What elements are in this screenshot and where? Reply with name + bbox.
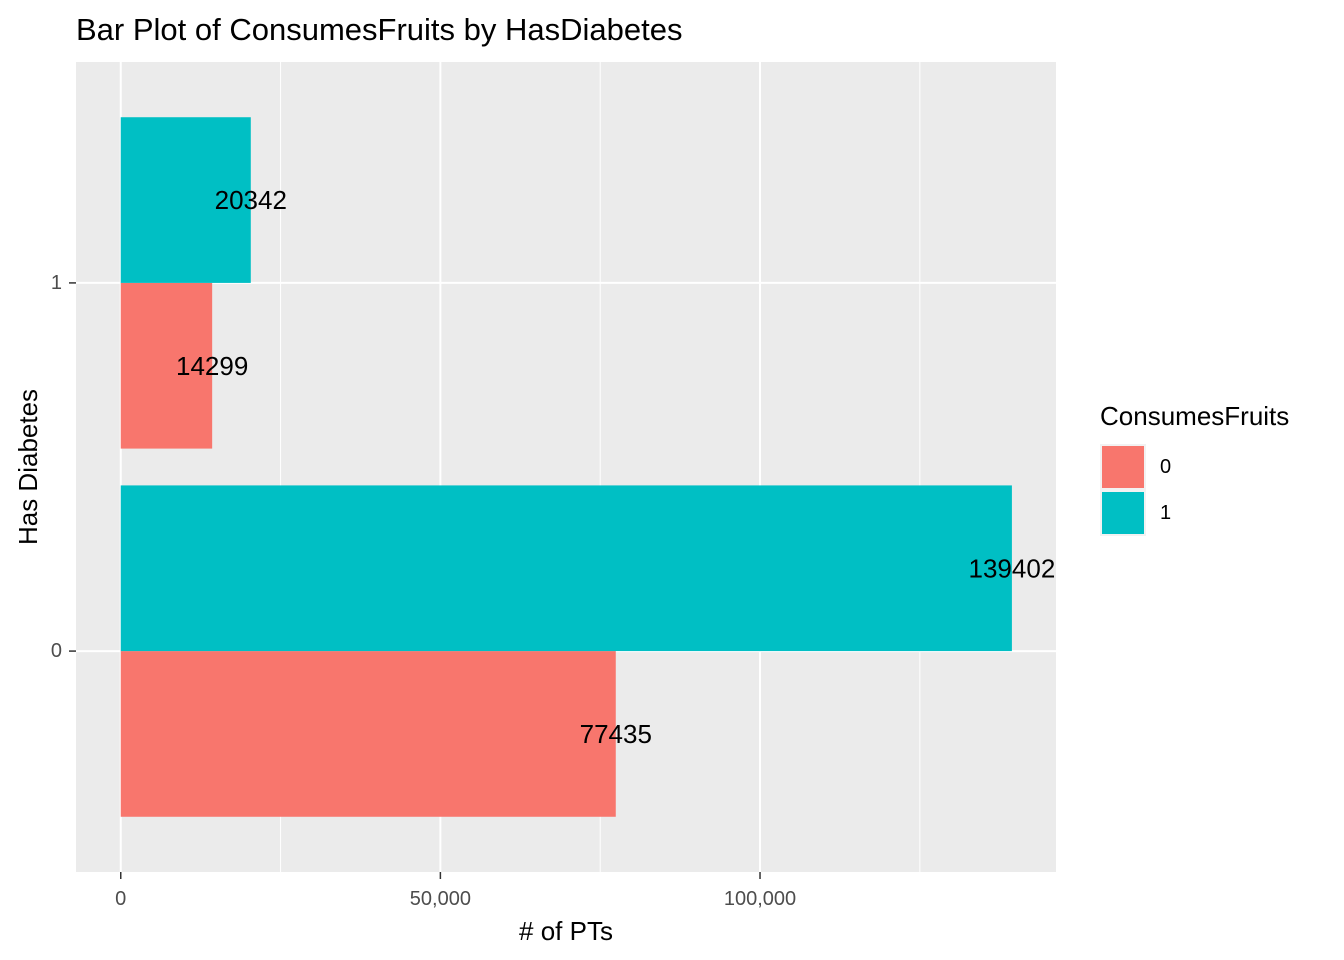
legend-label-1: 1: [1160, 502, 1171, 524]
legend-title: ConsumesFruits: [1100, 401, 1289, 431]
x-tick-label: 0: [115, 888, 126, 910]
y-tick-label: 0: [51, 640, 62, 662]
bar-diabetes-0-fruits-1: [120, 485, 1012, 652]
legend-items: 01: [1100, 444, 1171, 536]
data-label: 20342: [215, 185, 287, 215]
data-label: 14299: [176, 351, 248, 381]
x-tick-label: 50,000: [410, 888, 471, 910]
chart-title: Bar Plot of ConsumesFruits by HasDiabete…: [76, 12, 682, 47]
data-label: 139402: [969, 553, 1056, 583]
legend-label-0: 0: [1160, 456, 1171, 478]
x-axis: 0 50,000 100,000: [115, 872, 796, 910]
x-axis-title: # of PTs: [519, 916, 613, 946]
bar-diabetes-1-fruits-1: [120, 117, 251, 283]
legend-swatch-0: [1102, 446, 1144, 488]
legend: ConsumesFruits 01: [1100, 401, 1289, 536]
bar-diabetes-1-fruits-0: [120, 282, 213, 449]
bars: [120, 117, 1012, 817]
data-label: 77435: [580, 719, 652, 749]
y-axis: 01: [51, 272, 76, 662]
x-tick-label: 100,000: [724, 888, 796, 910]
data-labels: 77435 139402 14299 20342: [176, 185, 1055, 749]
legend-swatch-1: [1102, 492, 1144, 534]
y-axis-title: Has Diabetes: [13, 389, 43, 545]
y-tick-label: 1: [51, 272, 62, 294]
bar-diabetes-0-fruits-0: [120, 651, 616, 817]
